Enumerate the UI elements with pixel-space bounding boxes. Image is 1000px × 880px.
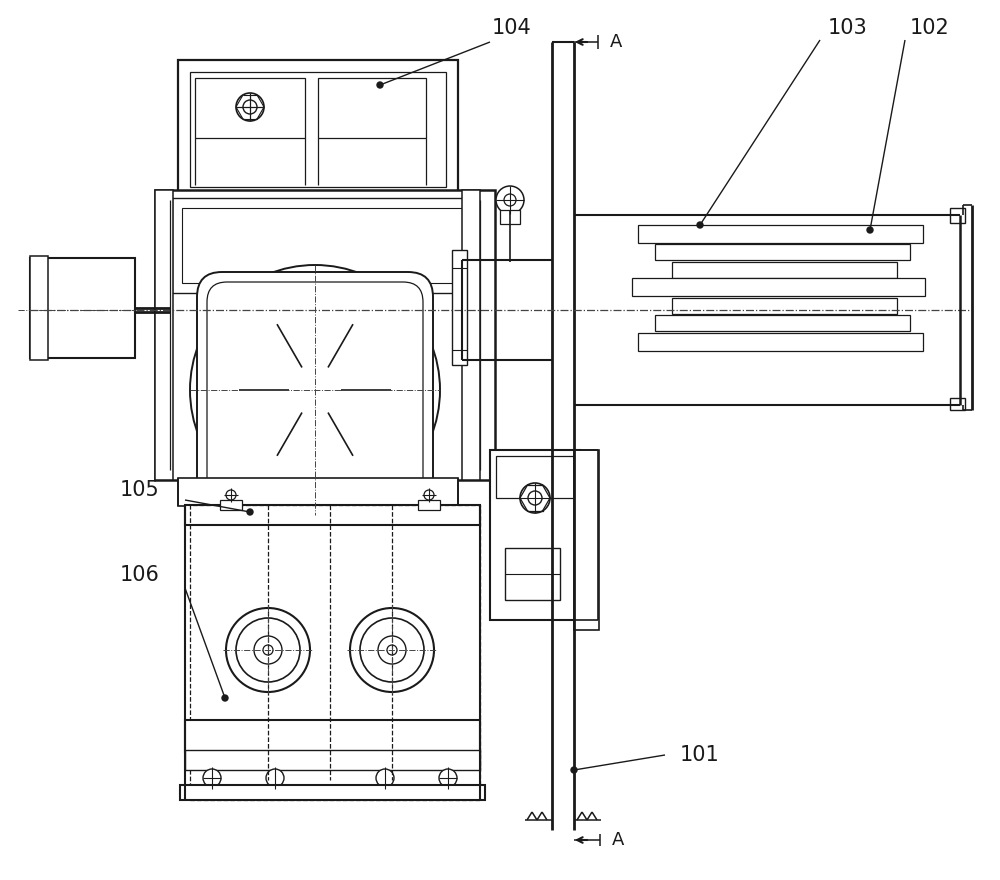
- Bar: [638, 333, 923, 351]
- Circle shape: [236, 93, 264, 121]
- Text: 104: 104: [492, 18, 532, 38]
- FancyBboxPatch shape: [197, 272, 433, 508]
- Bar: [490, 450, 580, 620]
- Bar: [220, 500, 242, 510]
- Circle shape: [571, 767, 577, 773]
- Bar: [505, 548, 560, 600]
- Circle shape: [190, 265, 440, 515]
- Circle shape: [350, 608, 434, 692]
- Circle shape: [520, 483, 550, 513]
- Bar: [950, 398, 965, 410]
- Bar: [180, 785, 485, 800]
- Circle shape: [439, 769, 457, 787]
- Circle shape: [226, 608, 310, 692]
- Circle shape: [226, 490, 236, 500]
- Bar: [190, 505, 480, 800]
- Bar: [496, 456, 574, 498]
- Bar: [418, 500, 440, 510]
- Circle shape: [867, 227, 873, 233]
- Bar: [638, 225, 923, 243]
- Bar: [655, 315, 910, 331]
- Circle shape: [377, 82, 383, 88]
- Text: 101: 101: [680, 745, 720, 765]
- Bar: [950, 208, 965, 223]
- Circle shape: [378, 636, 406, 664]
- Bar: [195, 78, 305, 138]
- Circle shape: [266, 769, 284, 787]
- Circle shape: [290, 365, 340, 415]
- Text: 106: 106: [120, 565, 160, 585]
- Circle shape: [267, 342, 363, 438]
- Circle shape: [243, 100, 257, 114]
- Circle shape: [203, 769, 221, 787]
- Bar: [178, 60, 458, 200]
- Circle shape: [237, 312, 393, 468]
- Text: A: A: [612, 831, 624, 849]
- Text: 103: 103: [828, 18, 868, 38]
- Bar: [30, 258, 135, 358]
- Circle shape: [247, 509, 253, 515]
- Bar: [318, 78, 426, 138]
- Circle shape: [504, 194, 516, 206]
- Circle shape: [424, 490, 434, 500]
- Bar: [672, 262, 897, 278]
- Bar: [178, 478, 458, 506]
- Circle shape: [360, 618, 424, 682]
- Circle shape: [236, 618, 300, 682]
- Bar: [185, 750, 480, 770]
- Circle shape: [254, 636, 282, 664]
- Text: 102: 102: [910, 18, 950, 38]
- Bar: [574, 450, 599, 630]
- Bar: [462, 190, 480, 480]
- Circle shape: [528, 491, 542, 505]
- Bar: [30, 256, 48, 360]
- Bar: [155, 190, 495, 480]
- Bar: [672, 298, 897, 314]
- Bar: [655, 244, 910, 260]
- Circle shape: [222, 695, 228, 701]
- Bar: [452, 250, 467, 365]
- Text: 105: 105: [120, 480, 160, 500]
- Bar: [185, 720, 480, 752]
- Circle shape: [496, 186, 524, 214]
- Circle shape: [263, 645, 273, 655]
- Bar: [185, 505, 480, 525]
- Bar: [155, 190, 173, 480]
- Bar: [182, 208, 467, 283]
- Circle shape: [387, 645, 397, 655]
- Text: A: A: [610, 33, 622, 51]
- Bar: [190, 72, 446, 187]
- Circle shape: [207, 282, 423, 498]
- Bar: [632, 278, 925, 296]
- Bar: [172, 198, 477, 293]
- Bar: [500, 210, 520, 224]
- Circle shape: [376, 769, 394, 787]
- FancyBboxPatch shape: [207, 282, 423, 498]
- Circle shape: [697, 222, 703, 228]
